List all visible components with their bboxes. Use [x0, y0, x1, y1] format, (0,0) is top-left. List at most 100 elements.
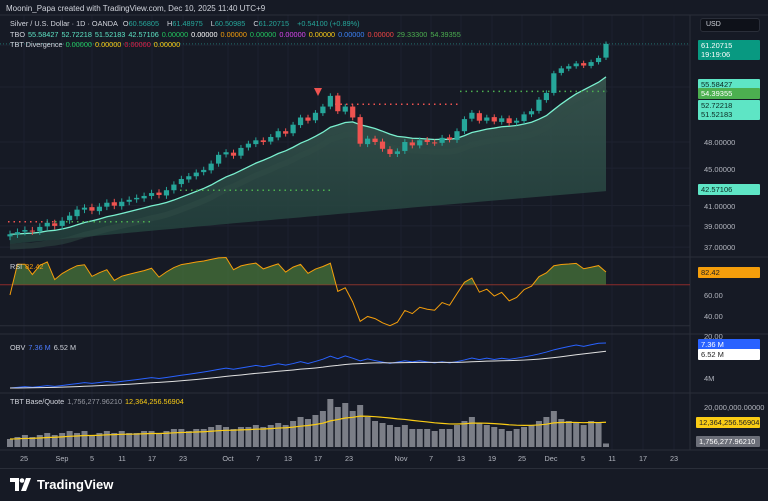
candle: [290, 124, 296, 134]
volume-bar: [573, 423, 580, 447]
volume-bar: [44, 433, 51, 447]
candle: [573, 63, 579, 67]
candle: [327, 95, 333, 107]
date-tick-label: Oct: [222, 454, 234, 463]
candle: [119, 201, 125, 207]
indicator-price-label: 55.58427: [698, 79, 760, 90]
obv-line: [9, 342, 607, 389]
candle: [283, 131, 289, 134]
obv-ma-label: 6.52 M: [698, 349, 760, 360]
candle: [350, 106, 356, 118]
volume-bar: [260, 427, 267, 447]
date-tick-label: Dec: [544, 454, 558, 463]
legend-value: 51.52183: [94, 30, 126, 39]
volume-bar: [200, 429, 207, 447]
candle: [14, 232, 21, 235]
indicator-price-label: 52.72218: [698, 100, 760, 111]
candle: [305, 117, 311, 121]
volume-bar: [133, 433, 140, 447]
candle: [514, 120, 520, 123]
candle: [476, 113, 482, 121]
volume-bar: [357, 405, 364, 447]
obv-value-label: 7.36 M: [698, 339, 760, 350]
candle: [506, 118, 512, 124]
candle: [253, 140, 259, 145]
volume-bar: [59, 433, 66, 447]
volume-bar: [595, 423, 602, 447]
symbol-name[interactable]: Silver / U.S. Dollar · 1D · OANDA: [10, 19, 118, 28]
date-tick-label: 11: [608, 454, 616, 463]
volume-bar: [334, 407, 341, 447]
candle: [372, 138, 378, 142]
volume-bar: [103, 431, 110, 447]
volume-bar: [386, 425, 393, 447]
axis-tick-label: 20.00: [704, 332, 723, 341]
volume-bar: [96, 433, 103, 447]
candle: [543, 92, 549, 101]
tradingview-logo[interactable]: TradingView: [10, 477, 113, 492]
date-tick-label: 13: [456, 454, 466, 463]
volume-bar: [491, 427, 498, 447]
candle: [551, 73, 557, 93]
candle: [193, 172, 199, 177]
volume-bar: [476, 423, 483, 447]
rsi-legend[interactable]: RSI 82.42: [10, 262, 44, 271]
candle: [178, 178, 184, 185]
candle: [536, 99, 542, 111]
date-tick-label: 19: [487, 454, 497, 463]
candle: [491, 117, 497, 122]
divergence-legend[interactable]: TBT Divergence 0.00000 0.00000 0.00000 0.000…: [10, 40, 181, 49]
legend-value: 42.57106: [128, 30, 159, 39]
legend-value: 0.00000: [191, 30, 218, 39]
candle: [521, 114, 527, 122]
volume-bar: [588, 421, 595, 447]
volume-bar: [394, 427, 401, 447]
date-tick-label: 17: [313, 454, 323, 463]
candle: [29, 230, 35, 232]
legend-value: 0.00000: [153, 40, 181, 49]
volume-bar: [66, 431, 73, 447]
tradingview-logo-icon: [10, 478, 31, 491]
legend-value: 29.33300: [396, 30, 428, 39]
volume-bar: [401, 425, 408, 447]
volume-bar: [439, 429, 446, 447]
axis-tick-label: 4M: [704, 374, 715, 383]
legend-value: 0.00000: [220, 30, 247, 39]
candle: [104, 202, 110, 207]
volume-bar: [267, 425, 274, 447]
legend-value: 54.39355: [430, 30, 461, 39]
axis-tick-label: 37.00000: [704, 243, 736, 252]
candle: [156, 192, 162, 195]
volume-bar: [223, 427, 230, 447]
last-price-label: 61.20715 19:19:06: [698, 40, 760, 60]
candle: [357, 117, 363, 144]
volume-bar: [29, 437, 36, 447]
volume-bar: [483, 425, 490, 447]
volume-bar: [178, 429, 185, 447]
candle: [216, 154, 222, 164]
candle: [335, 95, 341, 112]
candle: [439, 137, 445, 143]
volume-bar: [424, 429, 431, 447]
obv-legend[interactable]: OBV 7.36 M 6.52 M: [10, 343, 77, 352]
currency-selector[interactable]: USD: [700, 18, 760, 32]
candle: [402, 142, 408, 151]
legend-value: 0.00000: [308, 30, 336, 39]
candle: [74, 209, 80, 217]
base-quote-legend[interactable]: TBT Base/Quote 1,756,277.96210 12,364,256.…: [10, 397, 184, 406]
rsi-overbought-fill: [10, 258, 606, 285]
volume-bar: [252, 425, 259, 447]
date-tick-label: 5: [89, 454, 95, 463]
indicator-price-label: 51.52183: [698, 109, 760, 120]
date-tick-label: Sep: [55, 454, 69, 463]
volume-bar: [550, 411, 557, 447]
volume-bar: [349, 411, 356, 447]
volume-bar: [528, 425, 535, 447]
volume-bar: [342, 403, 349, 447]
tbo-fast-line: [9, 76, 607, 235]
tbo-legend[interactable]: TBO 55.58427 52.72218 51.52183 42.57106 0.000…: [10, 30, 461, 39]
volume-bar: [543, 417, 550, 447]
date-tick-label: 23: [344, 454, 354, 463]
chart-canvas[interactable]: [0, 0, 768, 468]
volume-bar: [74, 433, 81, 447]
